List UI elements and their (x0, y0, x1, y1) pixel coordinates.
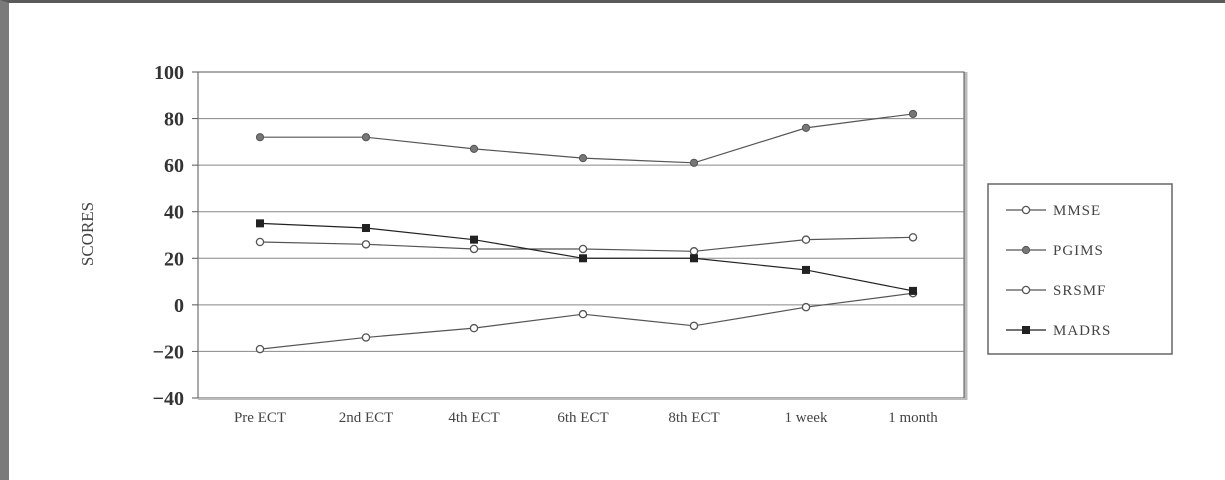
data-point-madrs (579, 254, 587, 263)
data-point-mmse (255, 344, 265, 354)
data-point-madrs (470, 235, 478, 244)
series-madrs (256, 219, 917, 295)
y-tick-label: −40 (153, 388, 184, 410)
data-point-pgims (361, 133, 371, 142)
y-axis-ticks: 100 80 60 40 20 0 −20 −40 (153, 62, 198, 410)
legend-box (987, 183, 1173, 355)
x-tick-label: 8th ECT (668, 410, 719, 426)
data-point-pgims (689, 158, 699, 167)
data-point-mmse (801, 302, 811, 312)
x-tick-label: 1 month (888, 410, 938, 426)
x-tick-label: 6th ECT (557, 410, 608, 426)
y-tick-label: 0 (174, 295, 184, 317)
legend-swatch-marker (1021, 205, 1031, 215)
legend-swatch-marker (1021, 245, 1031, 255)
y-axis-label: SCORES (78, 202, 97, 266)
legend-label: MMSE (1053, 203, 1101, 219)
y-tick-label: 80 (164, 109, 184, 131)
data-point-srsmf (689, 247, 699, 256)
legend: MMSE PGIMS SRSMF MADRS (987, 183, 1173, 355)
data-point-madrs (802, 265, 810, 274)
legend-label: SRSMF (1053, 283, 1106, 299)
x-tick-label: Pre ECT (234, 410, 286, 426)
data-point-pgims (801, 123, 811, 132)
x-tick-label: 4th ECT (448, 410, 499, 426)
data-point-mmse (469, 323, 479, 333)
legend-items: MMSE PGIMS SRSMF MADRS (1006, 203, 1111, 339)
legend-item-mmse: MMSE (1006, 203, 1101, 219)
legend-item-madrs: MADRS (1006, 323, 1111, 339)
y-tick-label: −20 (153, 341, 184, 363)
data-point-srsmf (801, 235, 811, 244)
data-point-pgims (908, 109, 918, 119)
y-tick-label: 40 (164, 202, 184, 224)
data-point-madrs (909, 286, 917, 295)
legend-swatch-marker (1022, 326, 1030, 334)
x-tick-label: 1 week (785, 410, 828, 426)
data-point-madrs (362, 224, 370, 233)
data-point-mmse (578, 309, 588, 319)
x-tick-label: 2nd ECT (339, 410, 394, 426)
data-point-pgims (469, 144, 479, 153)
legend-item-pgims: PGIMS (1006, 243, 1104, 259)
legend-swatch-marker (1021, 285, 1031, 295)
plot-background (197, 71, 965, 399)
data-point-srsmf (361, 240, 371, 249)
data-point-pgims (578, 154, 588, 163)
data-point-pgims (255, 133, 265, 142)
series-srsmf (255, 233, 918, 256)
data-point-srsmf (255, 237, 265, 247)
y-tick-label: 60 (164, 155, 184, 177)
legend-label: MADRS (1053, 323, 1111, 339)
y-tick-label: 100 (154, 62, 184, 84)
legend-label: PGIMS (1053, 243, 1104, 259)
data-point-srsmf (469, 244, 479, 254)
x-axis-ticks: Pre ECT 2nd ECT 4th ECT 6th ECT 8th ECT 1 wee… (234, 410, 938, 426)
data-point-madrs (690, 254, 698, 263)
data-point-mmse (361, 333, 371, 342)
data-point-srsmf (908, 233, 918, 242)
series-pgims (255, 109, 918, 167)
y-tick-label: 20 (164, 248, 184, 270)
data-point-madrs (256, 219, 264, 228)
plot-area (197, 71, 968, 400)
data-point-mmse (689, 321, 699, 331)
legend-item-srsmf: SRSMF (1006, 283, 1106, 299)
data-point-srsmf (578, 244, 588, 254)
series-group (255, 109, 918, 354)
